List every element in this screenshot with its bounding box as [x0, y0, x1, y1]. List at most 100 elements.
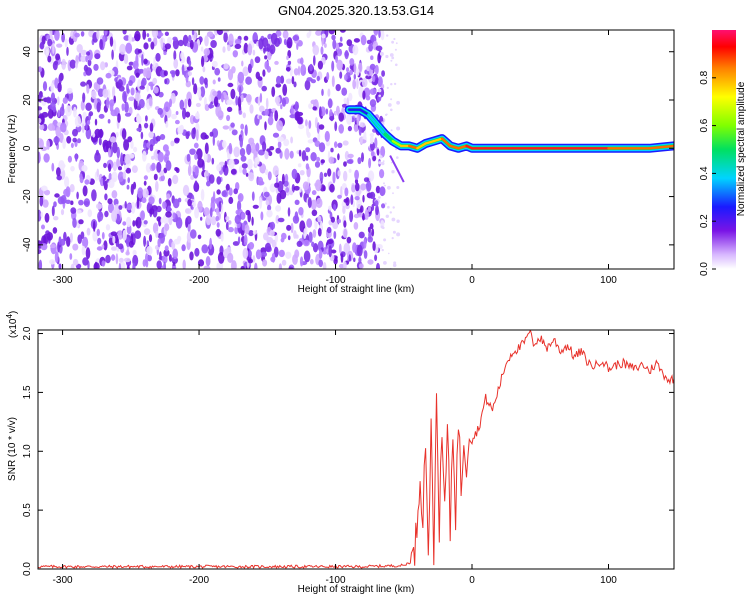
noise-speck: [216, 222, 220, 228]
noise-speck: [142, 30, 147, 40]
noise-speck: [322, 185, 326, 192]
noise-speck: [143, 220, 148, 225]
noise-speck: [130, 201, 136, 214]
noise-speck: [264, 55, 268, 60]
noise-speck: [80, 81, 87, 87]
noise-speck: [348, 254, 352, 262]
noise-speck: [182, 107, 187, 120]
noise-speck: [299, 170, 305, 176]
noise-speck: [128, 96, 135, 102]
noise-speck: [139, 85, 145, 90]
noise-speck: [390, 108, 393, 112]
noise-speck: [366, 39, 372, 45]
noise-speck: [204, 35, 209, 47]
noise-speck: [50, 92, 56, 102]
noise-speck: [304, 79, 311, 91]
noise-speck: [334, 256, 338, 262]
noise-speck: [271, 86, 276, 98]
noise-speck: [368, 230, 372, 240]
noise-speck: [162, 201, 167, 210]
noise-speck: [269, 146, 275, 151]
noise-speck: [112, 161, 117, 172]
noise-speck: [120, 262, 126, 269]
noise-speck: [367, 259, 374, 265]
noise-speck: [203, 151, 208, 163]
noise-speck: [281, 97, 287, 107]
noise-speck: [125, 251, 130, 256]
x-tick-label: -300: [53, 275, 73, 286]
noise-speck: [390, 98, 393, 101]
noise-speck: [383, 238, 387, 242]
noise-speck: [392, 230, 396, 234]
noise-speck: [344, 187, 349, 197]
noise-speck: [369, 223, 374, 230]
noise-speck: [318, 124, 325, 130]
noise-speck: [365, 75, 372, 80]
noise-speck: [69, 59, 77, 69]
noise-speck: [206, 31, 214, 38]
noise-speck: [117, 113, 121, 123]
noise-speck: [50, 101, 56, 111]
noise-speck: [321, 88, 324, 96]
noise-speck: [367, 226, 371, 233]
noise-speck: [93, 262, 100, 269]
noise-speck: [315, 30, 322, 36]
noise-speck: [118, 262, 122, 269]
noise-speck: [339, 30, 346, 33]
noise-speck: [390, 83, 393, 86]
noise-speck: [226, 114, 231, 122]
noise-speck: [157, 151, 164, 163]
noise-speck: [203, 265, 211, 269]
noise-speck: [158, 197, 162, 205]
noise-speck: [116, 146, 121, 159]
noise-speck: [309, 258, 314, 265]
noise-speck: [392, 206, 395, 209]
noise-speck: [359, 136, 363, 145]
noise-speck: [202, 66, 206, 73]
noise-speck: [379, 51, 384, 56]
noise-speck: [311, 241, 315, 248]
noise-speck: [356, 68, 360, 76]
noise-speck: [107, 198, 113, 205]
noise-speck: [80, 231, 85, 239]
noise-speck: [318, 249, 323, 260]
noise-speck: [111, 246, 117, 251]
noise-speck: [117, 230, 124, 240]
noise-speck: [86, 84, 90, 94]
noise-speck: [267, 116, 274, 126]
noise-speck: [298, 124, 305, 130]
noise-speck: [320, 220, 323, 231]
noise-speck: [127, 177, 130, 184]
noise-speck: [126, 224, 132, 235]
noise-speck: [49, 243, 56, 249]
noise-speck: [72, 128, 78, 137]
noise-speck: [363, 130, 367, 140]
y-tick-label: 0: [22, 145, 33, 151]
x-tick-label: 100: [600, 275, 617, 286]
noise-speck: [144, 122, 149, 129]
noise-speck: [149, 122, 154, 133]
noise-speck: [96, 168, 100, 178]
noise-speck: [185, 208, 190, 214]
noise-speck: [56, 167, 61, 177]
noise-speck: [389, 211, 392, 214]
noise-speck: [291, 168, 298, 180]
noise-speck: [317, 60, 323, 70]
noise-speck: [64, 176, 70, 188]
x-tick-label: 0: [469, 275, 475, 286]
noise-speck: [210, 216, 217, 226]
noise-speck: [264, 242, 272, 252]
noise-speck: [299, 187, 302, 193]
noise-speck: [344, 50, 349, 60]
y-tick-label: -20: [22, 189, 33, 204]
noise-speck: [101, 232, 105, 240]
noise-speck: [248, 230, 254, 237]
noise-speck: [361, 77, 368, 88]
noise-speck: [82, 236, 89, 249]
noise-speck: [124, 112, 132, 117]
noise-speck: [86, 51, 91, 56]
noise-speck: [326, 226, 332, 234]
noise-speck: [110, 231, 118, 236]
noise-speck: [396, 219, 400, 223]
noise-speck: [270, 32, 278, 45]
